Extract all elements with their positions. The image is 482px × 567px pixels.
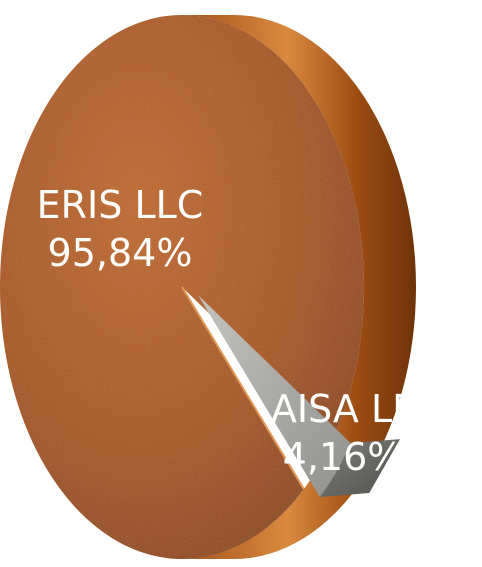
slice-side-aisa-lp [319,439,401,498]
slice-side-eris-llc [182,15,416,559]
slice-eris-llc [0,15,364,559]
slice-aisa-lp [198,295,351,498]
data-label-aisa-lp: AISA LP 4,16% [271,387,415,479]
data-label-eris-llc: ERIS LLC 95,84% [37,183,204,275]
slice-edge-highlight [181,286,305,490]
